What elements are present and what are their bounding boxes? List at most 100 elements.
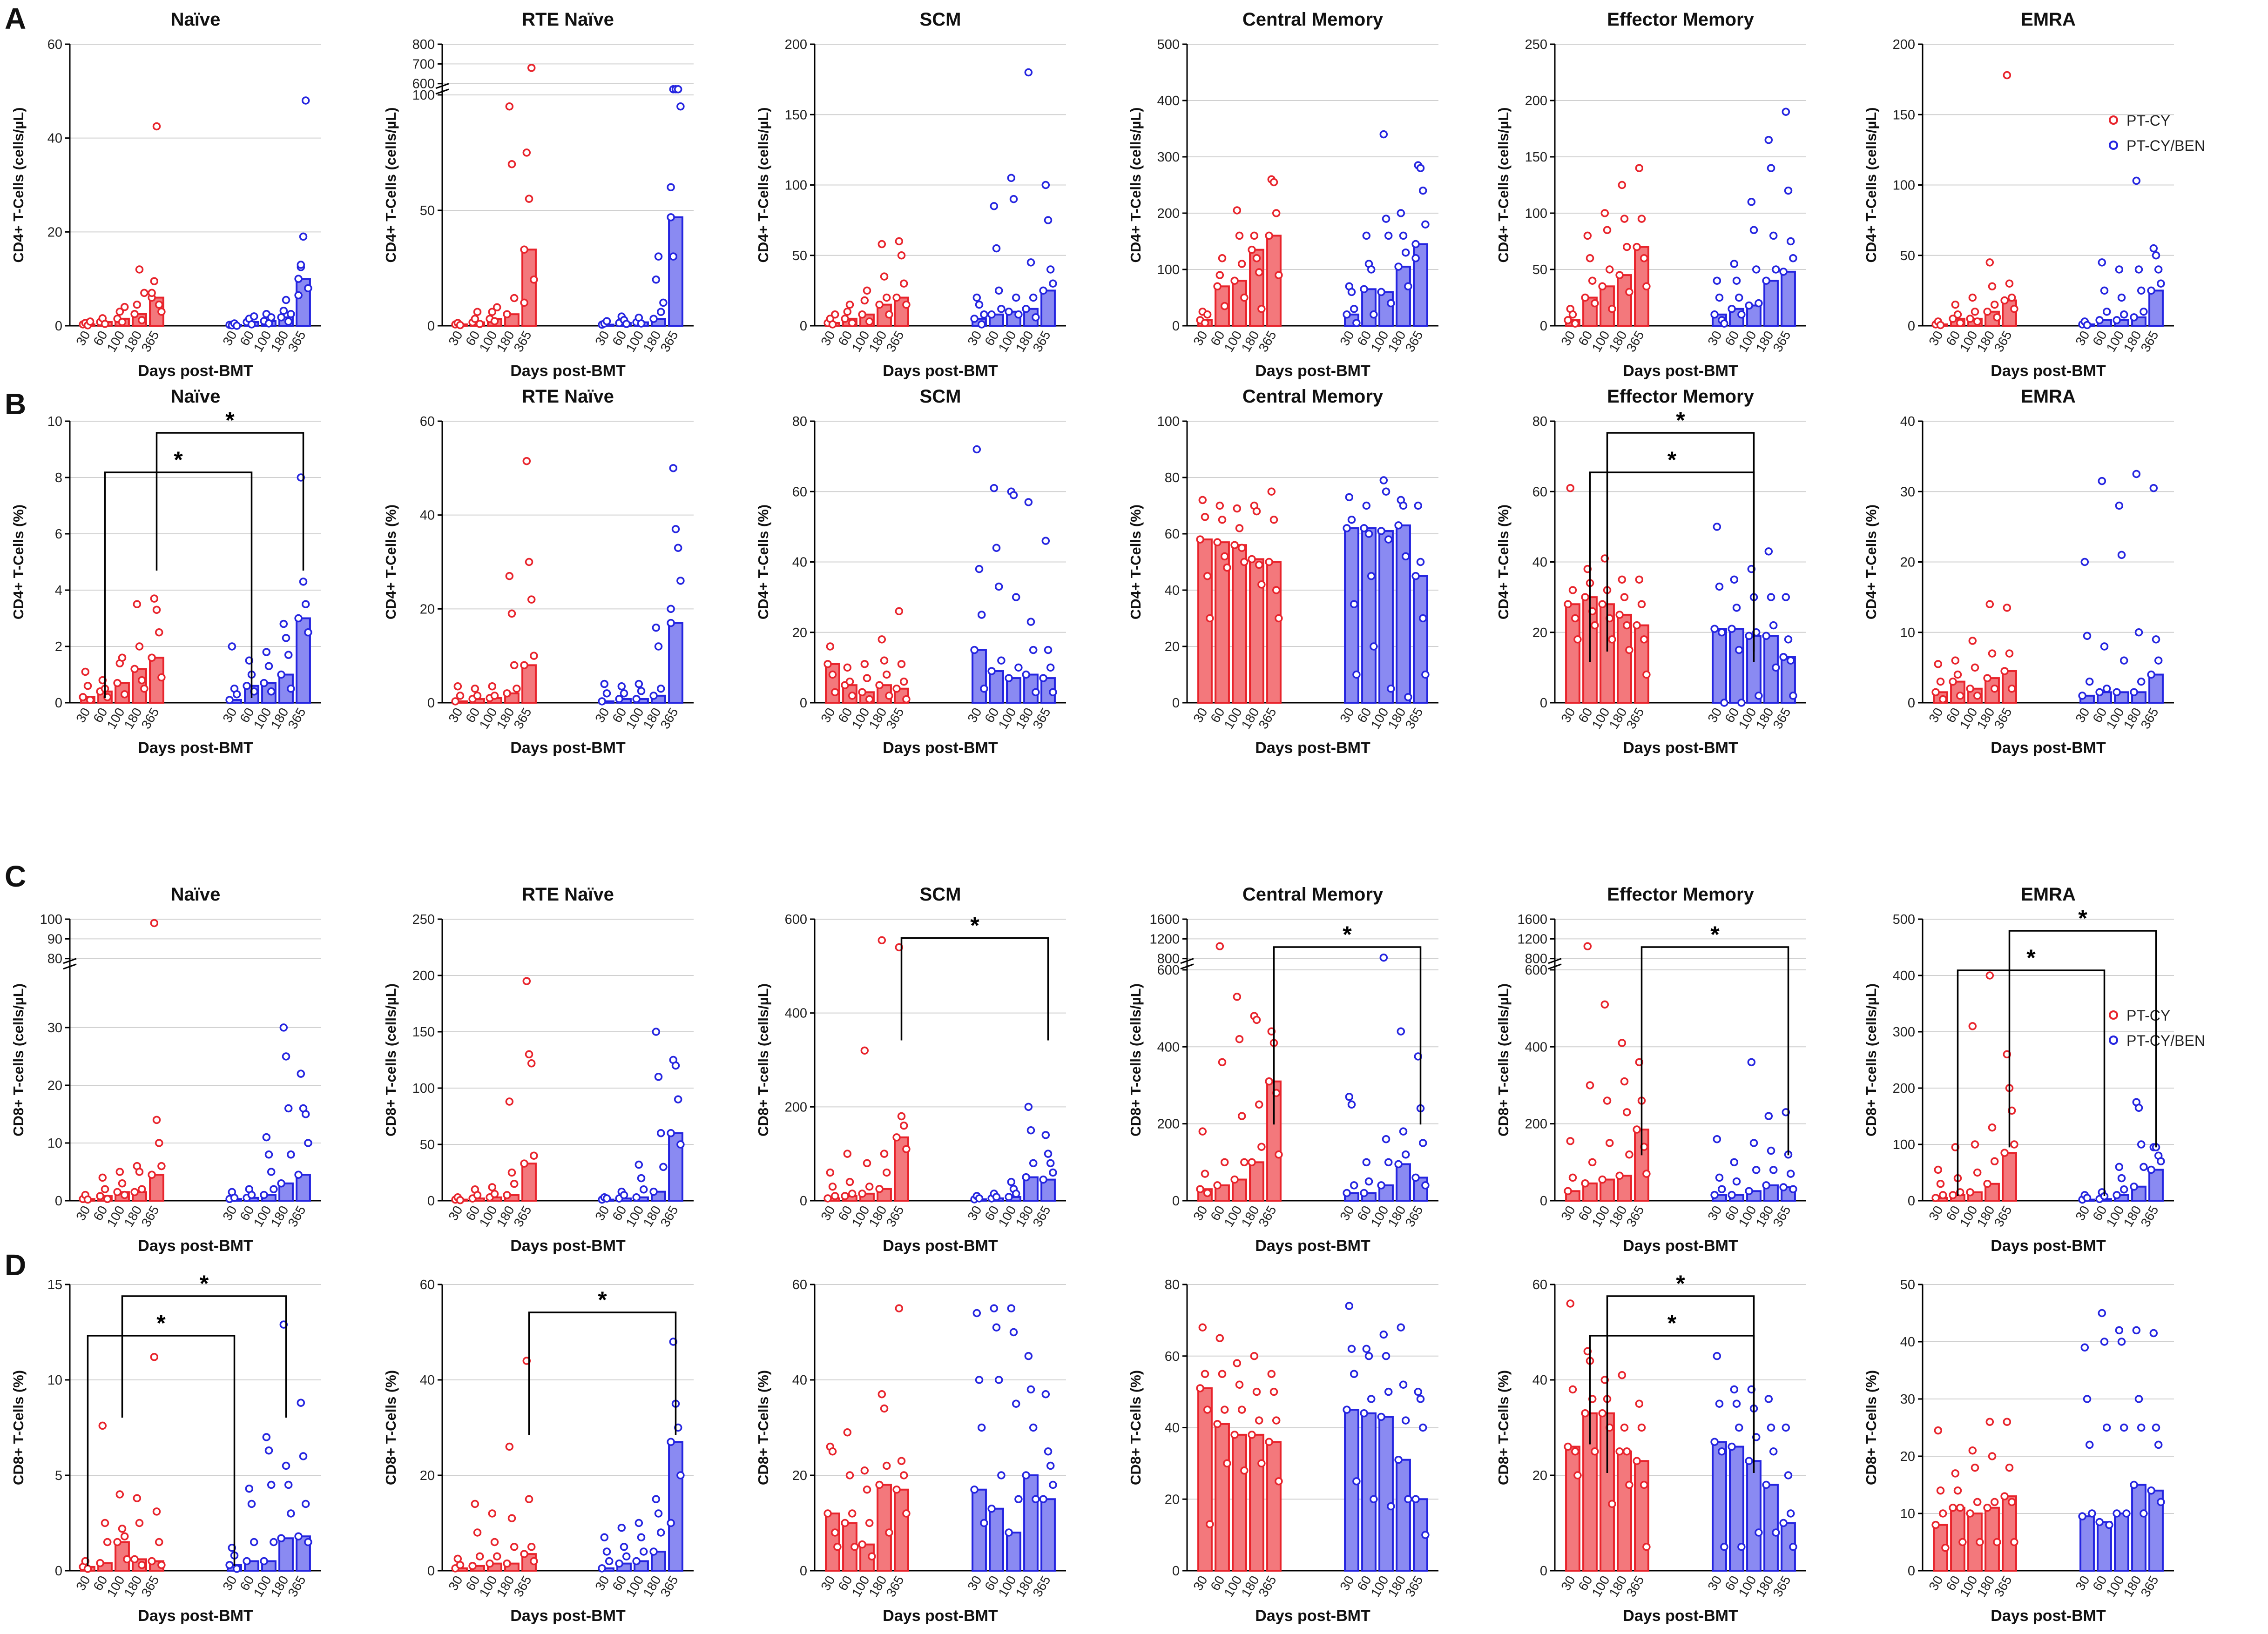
x-tick-label: 30 [965, 706, 984, 725]
y-tick-label: 40 [1165, 583, 1180, 598]
data-point-ptcy [1973, 317, 1982, 326]
data-point-ptcy [1958, 1538, 1967, 1547]
y-tick-label: 800 [412, 37, 435, 52]
data-point-ptcy-ben [1026, 1385, 1035, 1394]
data-point-ptcy-ben [1749, 1139, 1758, 1147]
legend-label-ptcy: PT-CY [2126, 1007, 2170, 1024]
y-axis-label: CD8+ T-cells (cells/µL) [383, 983, 399, 1136]
data-point-ptcy-ben [1384, 1387, 1393, 1396]
x-tick-label: 180 [268, 1204, 291, 1230]
data-point-ptcy [878, 635, 886, 644]
data-point-ptcy [858, 688, 866, 697]
y-tick-label: 10 [1900, 1506, 1915, 1521]
data-point-ptcy [1971, 1463, 1979, 1472]
data-point-ptcy [1635, 1399, 1644, 1408]
data-point-ptcy-ben [277, 1534, 285, 1543]
y-tick-label: 4 [55, 583, 62, 598]
significance-star: * [1343, 921, 1352, 948]
data-point-ptcy-ben [1370, 642, 1378, 651]
data-point-ptcy [899, 1471, 908, 1479]
data-point-ptcy-ben [1418, 614, 1427, 623]
data-point-ptcy-ben [1387, 1502, 1395, 1511]
data-point-ptcy-ben [2098, 1309, 2106, 1318]
data-point-ptcy-ben [1360, 285, 1368, 294]
bar-ptcy-ben-180 [1396, 265, 1411, 327]
data-point-ptcy-ben [1044, 1447, 1053, 1456]
data-point-ptcy [1938, 695, 1947, 704]
data-point-ptcy [1966, 315, 1974, 323]
data-point-ptcy [1931, 1194, 1940, 1202]
data-point-ptcy [1983, 308, 1991, 316]
chart-panel-b-6: EMRA 0 10 20 30 40 CD4+ T-Cells (%) Days post-B… [1863, 386, 2174, 757]
data-point-ptcy-ben [2117, 551, 2126, 559]
data-point-ptcy [897, 251, 906, 260]
data-point-ptcy-ben [1764, 1395, 1773, 1403]
data-point-ptcy-ben [1745, 301, 1753, 310]
data-point-ptcy-ben [975, 565, 984, 573]
y-tick-label: 0 [800, 696, 807, 711]
data-point-ptcy [522, 457, 531, 465]
data-point-ptcy [527, 64, 536, 72]
legend-cd4: PT-CY PT-CY/BEN [2109, 112, 2205, 154]
data-point-ptcy [505, 102, 514, 111]
x-tick-label: 365 [1991, 1573, 2014, 1600]
data-point-ptcy-ben [2130, 313, 2138, 322]
y-tick-label: 20 [420, 1468, 435, 1483]
data-point-ptcy [135, 265, 144, 274]
data-point-ptcy [1988, 1123, 1997, 1132]
x-tick-label: 30 [965, 329, 984, 348]
data-point-ptcy [522, 977, 531, 985]
data-point-ptcy [507, 609, 516, 618]
data-point-ptcy [1583, 231, 1592, 240]
data-point-ptcy [503, 689, 511, 698]
data-point-ptcy [1588, 276, 1597, 285]
significance-star: * [225, 407, 235, 433]
data-point-ptcy-ben [1014, 310, 1023, 319]
data-point-ptcy [1240, 1158, 1249, 1167]
data-point-ptcy-ben [1710, 625, 1719, 633]
data-point-ptcy [2000, 296, 2009, 305]
data-point-ptcy [1983, 1503, 1991, 1512]
data-point-ptcy [1272, 586, 1281, 594]
y-axis-label: CD8+ T-Cells (%) [10, 1370, 27, 1485]
data-point-ptcy-ben [2134, 628, 2143, 637]
data-point-ptcy-ben [1343, 1189, 1351, 1197]
bar-ptcy-100 [1232, 544, 1247, 704]
data-point-ptcy [1220, 552, 1229, 561]
y-axis-label: CD4+ T-Cells (%) [10, 504, 27, 619]
bar-ptcy-ben-365 [1040, 1498, 1056, 1572]
legend-marker-ptcy [2109, 1010, 2118, 1020]
x-axis-label: Days post-BMT [1255, 739, 1370, 757]
data-point-ptcy [120, 690, 129, 699]
x-tick-label: 365 [883, 329, 906, 355]
data-point-ptcy [1622, 621, 1631, 630]
data-point-ptcy [115, 1490, 124, 1499]
data-point-ptcy-ben [1401, 1416, 1410, 1425]
data-point-ptcy-ben [1367, 265, 1376, 274]
x-tick-label: 365 [1402, 329, 1425, 355]
data-point-ptcy [882, 670, 891, 679]
data-point-ptcy [848, 692, 857, 700]
data-point-ptcy-ben [2100, 286, 2109, 295]
data-point-ptcy [1637, 1423, 1646, 1432]
data-point-ptcy-ben [1367, 1395, 1376, 1403]
data-point-ptcy-ben [1347, 1345, 1356, 1353]
x-tick-label: 365 [1256, 1573, 1279, 1600]
bar-ptcy-100 [1232, 280, 1247, 327]
data-point-ptcy-ben [1710, 1190, 1719, 1199]
data-point-ptcy [1235, 524, 1244, 532]
data-point-ptcy-ben [1782, 108, 1790, 116]
bar-ptcy-365 [894, 296, 909, 327]
data-point-ptcy [1633, 1457, 1641, 1465]
data-point-ptcy [493, 303, 501, 312]
data-point-ptcy [530, 276, 538, 284]
x-tick-label: 100 [476, 1573, 500, 1600]
data-point-ptcy [520, 1550, 528, 1558]
data-point-ptcy-ben [2157, 1498, 2165, 1506]
significance-star: * [598, 1287, 607, 1313]
data-point-ptcy [157, 1560, 166, 1569]
bar-ptcy-365 [521, 1163, 537, 1202]
